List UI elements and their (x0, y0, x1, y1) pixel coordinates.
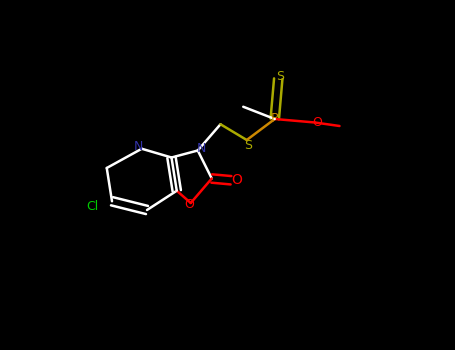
Text: O: O (184, 198, 194, 211)
Text: O: O (312, 116, 322, 129)
Text: N: N (134, 140, 143, 154)
Text: Cl: Cl (86, 200, 99, 213)
Text: N: N (197, 142, 206, 155)
Text: P: P (271, 112, 278, 126)
Text: O: O (231, 173, 242, 187)
Text: S: S (244, 139, 253, 152)
Text: S: S (276, 70, 284, 84)
